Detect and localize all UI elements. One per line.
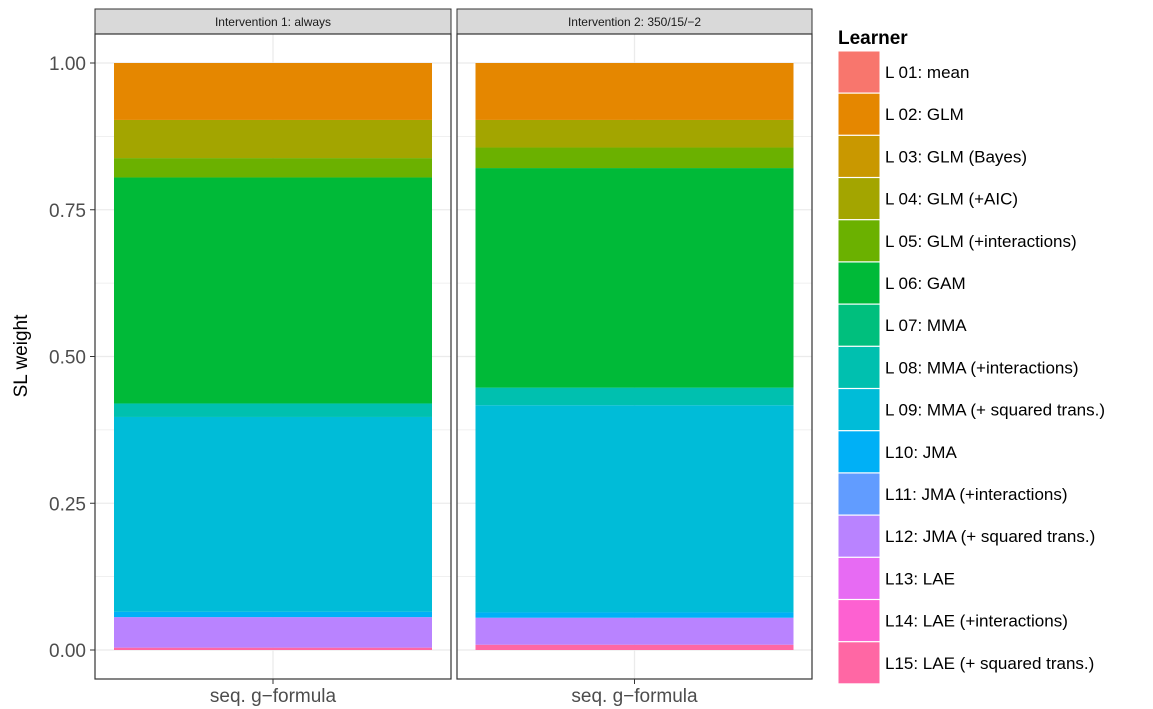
x-tick-label: seq. g−formula — [210, 686, 337, 707]
bar-segment-9 — [475, 405, 794, 613]
bar-segment-2 — [475, 63, 794, 120]
legend-key-13 — [837, 556, 881, 600]
bar-segment-15 — [114, 647, 432, 650]
legend-key-12 — [837, 514, 881, 558]
bar-segment-10 — [475, 612, 794, 618]
legend-key-6 — [837, 261, 881, 305]
legend-label-4: L 04: GLM (+AIC) — [885, 190, 1018, 209]
legend-key-7 — [837, 303, 881, 347]
bar-segment-6 — [475, 168, 794, 388]
legend-key-4 — [837, 177, 881, 221]
bar-segment-12 — [475, 617, 794, 645]
legend-key-11 — [837, 472, 881, 516]
y-axis: 0.00 0.25 0.50 0.75 1.00 — [49, 54, 95, 662]
facet-strip-label: Intervention 2: 350/15/−2 — [568, 15, 701, 29]
facet-panel-1: Intervention 1: always seq. g−formula — [94, 8, 452, 707]
bar-segment-10 — [114, 611, 432, 618]
bar-segment-2 — [114, 63, 432, 120]
legend-key-9 — [837, 388, 881, 432]
legend-label-1: L 01: mean — [885, 63, 969, 82]
legend-key-2 — [837, 92, 881, 136]
legend-key-5 — [837, 219, 881, 263]
legend-label-13: L13: LAE — [885, 569, 955, 588]
legend-label-2: L 02: GLM — [885, 105, 964, 124]
bar-segment-8 — [475, 387, 794, 406]
bar-segment-12 — [114, 617, 432, 648]
legend-label-6: L 06: GAM — [885, 274, 966, 293]
legend-label-14: L14: LAE (+interactions) — [885, 612, 1068, 631]
facet-strip — [94, 8, 452, 35]
legend: Learner L 01: mean L 02: GLM L 03: GLM (Ba… — [837, 28, 1105, 685]
legend-key-1 — [837, 50, 881, 94]
legend-key-14 — [837, 599, 881, 643]
y-tick-label: 0.75 — [49, 201, 86, 222]
y-axis-title: SL weight — [11, 314, 32, 397]
legend-label-15: L15: LAE (+ squared trans.) — [885, 654, 1094, 673]
x-tick-label: seq. g−formula — [571, 686, 698, 707]
y-tick-label: 1.00 — [49, 54, 86, 75]
legend-label-10: L10: JMA — [885, 443, 957, 462]
legend-key-10 — [837, 430, 881, 474]
legend-label-5: L 05: GLM (+interactions) — [885, 232, 1077, 251]
bar-segment-6 — [114, 177, 432, 404]
legend-label-11: L11: JMA (+interactions) — [885, 485, 1068, 504]
facet-panel-2: Intervention 2: 350/15/−2 seq. g−formula — [456, 8, 813, 707]
bar-segment-5 — [475, 147, 794, 169]
bar-segment-4 — [114, 119, 432, 159]
legend-key-3 — [837, 134, 881, 178]
y-tick-label: 0.00 — [49, 641, 86, 662]
bar-segment-8 — [114, 403, 432, 417]
y-tick-label: 0.25 — [49, 494, 86, 515]
facet-strip — [456, 8, 813, 35]
y-tick-label: 0.50 — [49, 348, 86, 369]
bar-segment-4 — [475, 119, 794, 148]
legend-key-15 — [837, 641, 881, 685]
legend-label-3: L 03: GLM (Bayes) — [885, 147, 1027, 166]
bar-segment-15 — [475, 644, 794, 650]
legend-label-9: L 09: MMA (+ squared trans.) — [885, 401, 1105, 420]
bar-segment-9 — [114, 416, 432, 612]
legend-label-7: L 07: MMA — [885, 316, 967, 335]
bar-segment-5 — [114, 158, 432, 178]
legend-label-8: L 08: MMA (+interactions) — [885, 358, 1079, 377]
legend-title: Learner — [838, 28, 908, 49]
legend-label-12: L12: JMA (+ squared trans.) — [885, 527, 1095, 546]
legend-key-8 — [837, 345, 881, 389]
facet-strip-label: Intervention 1: always — [215, 15, 331, 29]
